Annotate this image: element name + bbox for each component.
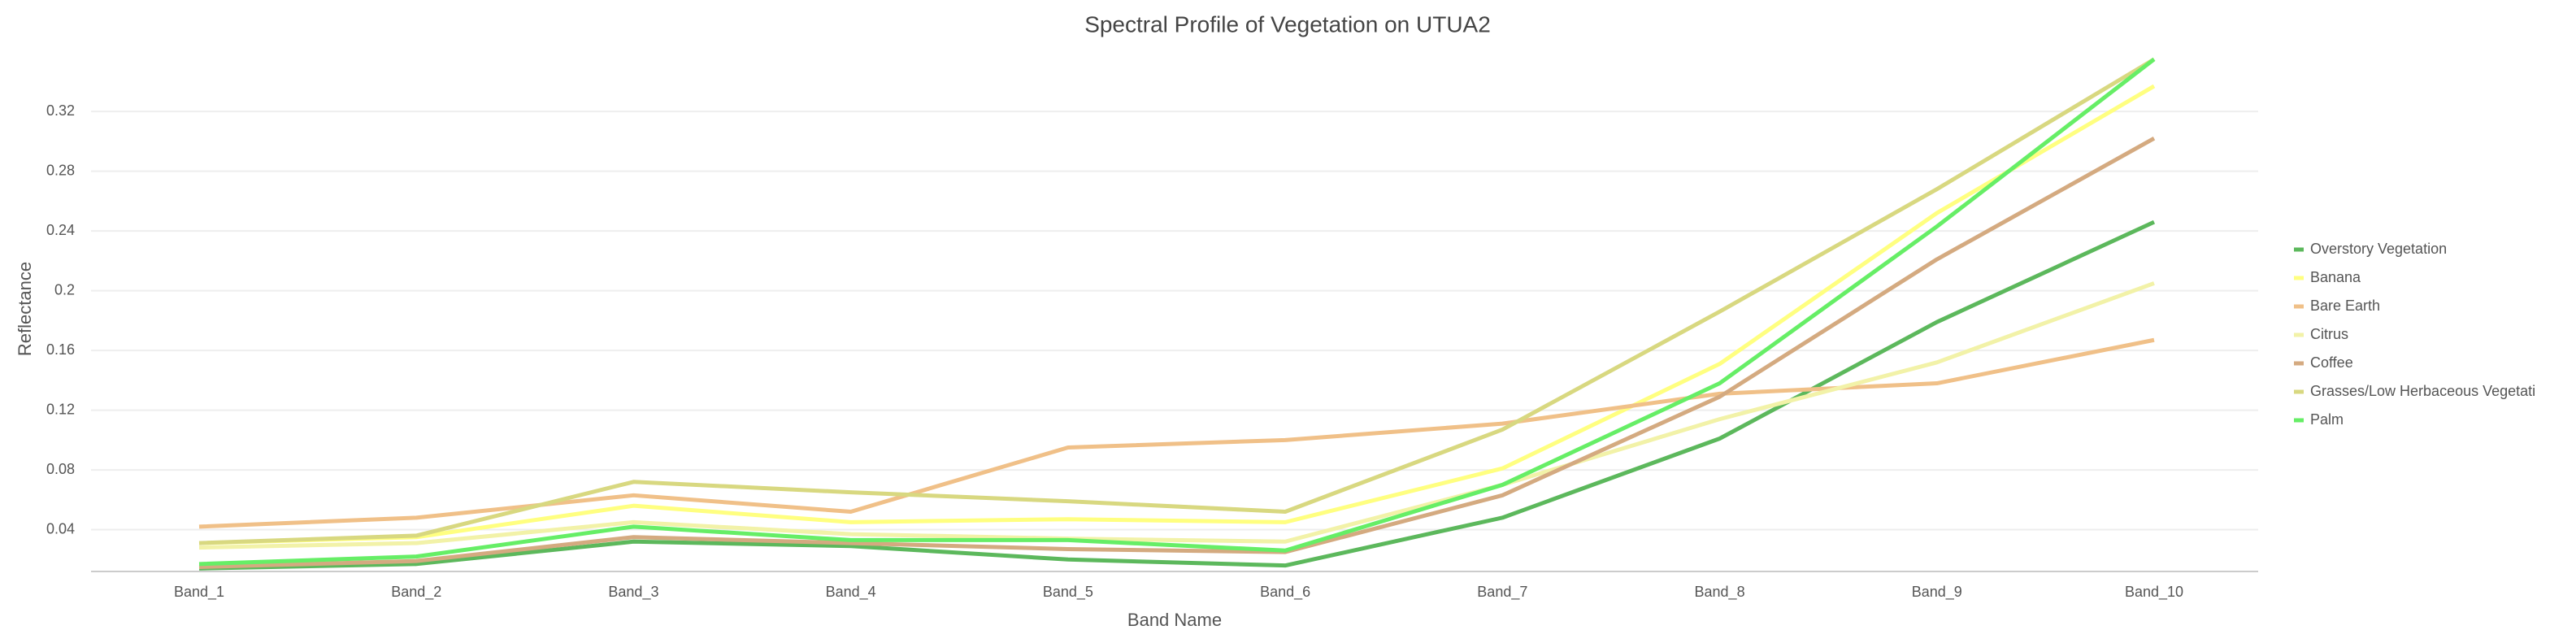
y-tick-label: 0.16 — [46, 341, 75, 358]
y-tick-label: 0.24 — [46, 222, 75, 238]
legend-label: Coffee — [2310, 354, 2353, 371]
y-tick-label: 0.04 — [46, 520, 75, 537]
y-tick-label: 0.2 — [54, 281, 75, 298]
x-tick-label: Band_4 — [826, 584, 876, 601]
y-tick-label: 0.32 — [46, 102, 75, 119]
series-line — [198, 57, 2156, 567]
x-axis-title: Band Name — [1127, 610, 1222, 630]
x-tick-label: Band_1 — [174, 584, 224, 601]
legend-label: Citrus — [2310, 326, 2348, 342]
legend-label: Grasses/Low Herbaceous Vegetati — [2310, 383, 2535, 399]
y-axis-title: Reflectance — [15, 262, 35, 356]
legend-label: Palm — [2310, 411, 2344, 428]
chart-title: Spectral Profile of Vegetation on UTUA2 — [1084, 11, 1491, 37]
x-tick-label: Band_6 — [1260, 584, 1310, 601]
series-line — [198, 137, 2156, 569]
legend-label: Banana — [2310, 269, 2361, 285]
x-tick-label: Band_9 — [1912, 584, 1962, 601]
series-line — [198, 219, 2156, 571]
series-line — [198, 84, 2156, 545]
x-tick-label: Band_7 — [1477, 584, 1527, 601]
y-tick-label: 0.08 — [46, 461, 75, 477]
legend-label: Bare Earth — [2310, 298, 2380, 314]
series-line — [198, 281, 2155, 550]
legend-label: Overstory Vegetation — [2310, 241, 2447, 257]
x-tick-label: Band_10 — [2125, 584, 2183, 601]
x-tick-label: Band_3 — [608, 584, 658, 601]
x-tick-label: Band_2 — [391, 584, 441, 601]
y-tick-label: 0.28 — [46, 162, 75, 178]
series-line — [198, 337, 2155, 529]
series-line — [198, 57, 2156, 545]
x-tick-label: Band_5 — [1043, 584, 1093, 601]
y-tick-label: 0.12 — [46, 401, 75, 417]
x-tick-label: Band_8 — [1695, 584, 1745, 601]
